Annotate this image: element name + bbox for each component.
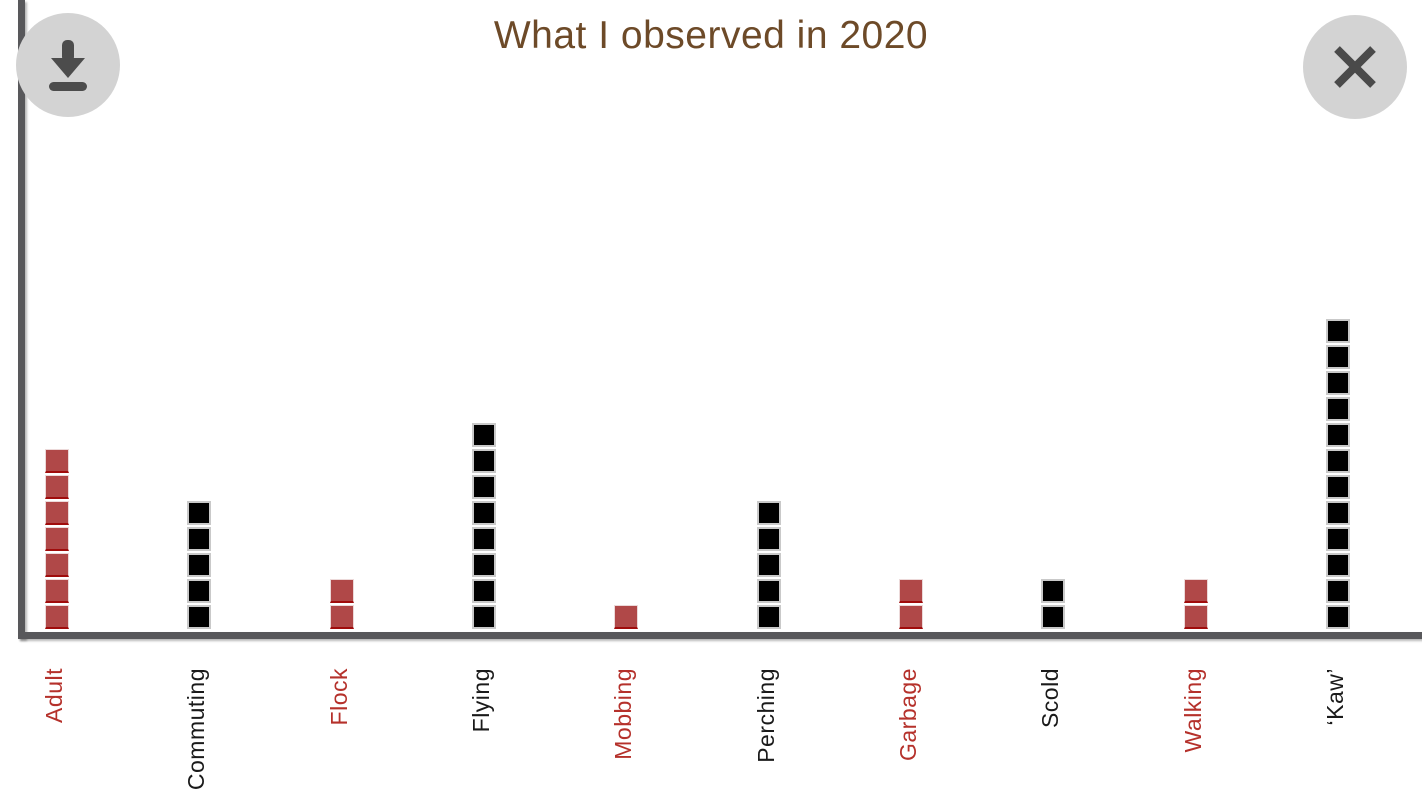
unit-square <box>472 553 497 577</box>
x-axis-label: Garbage <box>895 668 922 762</box>
x-axis-label: Scold <box>1037 668 1064 729</box>
unit-square <box>1326 553 1351 577</box>
unit-square <box>329 579 354 603</box>
unit-square <box>45 449 69 473</box>
x-axis-label: Flock <box>325 668 352 726</box>
unit-square <box>187 579 212 603</box>
x-axis-label: Flying <box>468 668 495 733</box>
unit-square <box>899 605 924 629</box>
x-axis-line <box>18 632 1422 639</box>
bar-column <box>187 501 212 629</box>
unit-square <box>1326 319 1351 343</box>
unit-square <box>472 527 497 551</box>
unit-square <box>187 553 212 577</box>
bar-column <box>1326 319 1351 629</box>
unit-square <box>756 501 781 525</box>
unit-square <box>187 501 212 525</box>
chart-title: What I observed in 2020 <box>493 14 929 57</box>
unit-square <box>329 605 354 629</box>
bar-column <box>329 579 354 629</box>
unit-square <box>1041 579 1066 603</box>
unit-square <box>45 605 69 629</box>
bar-column <box>472 423 497 629</box>
bar-column <box>45 449 69 629</box>
unit-square <box>472 605 497 629</box>
unit-square <box>756 579 781 603</box>
unit-square <box>1326 527 1351 551</box>
download-icon <box>39 36 97 94</box>
unit-square <box>614 605 639 629</box>
unit-square <box>187 527 212 551</box>
unit-square <box>45 527 69 551</box>
unit-square <box>1326 345 1351 369</box>
unit-square <box>472 501 497 525</box>
bar-column <box>899 579 924 629</box>
bar-column <box>1183 579 1208 629</box>
unit-square <box>1326 501 1351 525</box>
close-icon <box>1330 42 1380 92</box>
close-button[interactable] <box>1303 15 1407 119</box>
unit-square <box>45 553 69 577</box>
unit-square <box>45 501 69 525</box>
x-axis-label: Perching <box>752 668 779 763</box>
unit-square <box>1041 605 1066 629</box>
unit-square <box>1326 397 1351 421</box>
y-axis-line <box>18 0 25 639</box>
x-axis-label: Mobbing <box>610 668 637 760</box>
unit-square <box>1326 423 1351 447</box>
bar-column <box>756 501 781 629</box>
unit-square <box>1326 371 1351 395</box>
download-button[interactable] <box>16 13 120 117</box>
unit-square <box>472 579 497 603</box>
unit-square <box>1326 579 1351 603</box>
x-axis-label: ‘Kaw’ <box>1322 668 1349 726</box>
unit-square <box>472 423 497 447</box>
unit-square <box>756 527 781 551</box>
unit-square <box>1326 449 1351 473</box>
unit-square <box>472 449 497 473</box>
unit-square <box>45 579 69 603</box>
unit-square <box>756 553 781 577</box>
unit-square <box>1326 605 1351 629</box>
unit-square <box>1326 475 1351 499</box>
unit-square <box>45 475 69 499</box>
unit-square <box>187 605 212 629</box>
unit-square <box>1183 605 1208 629</box>
bar-column <box>1041 579 1066 629</box>
bar-column <box>614 605 639 629</box>
x-axis-label: Walking <box>1179 668 1206 753</box>
unit-square <box>1183 579 1208 603</box>
unit-square <box>472 475 497 499</box>
x-axis-label: Adult <box>41 668 67 723</box>
unit-square <box>756 605 781 629</box>
x-axis-label: Commuting <box>183 668 210 791</box>
unit-square <box>899 579 924 603</box>
